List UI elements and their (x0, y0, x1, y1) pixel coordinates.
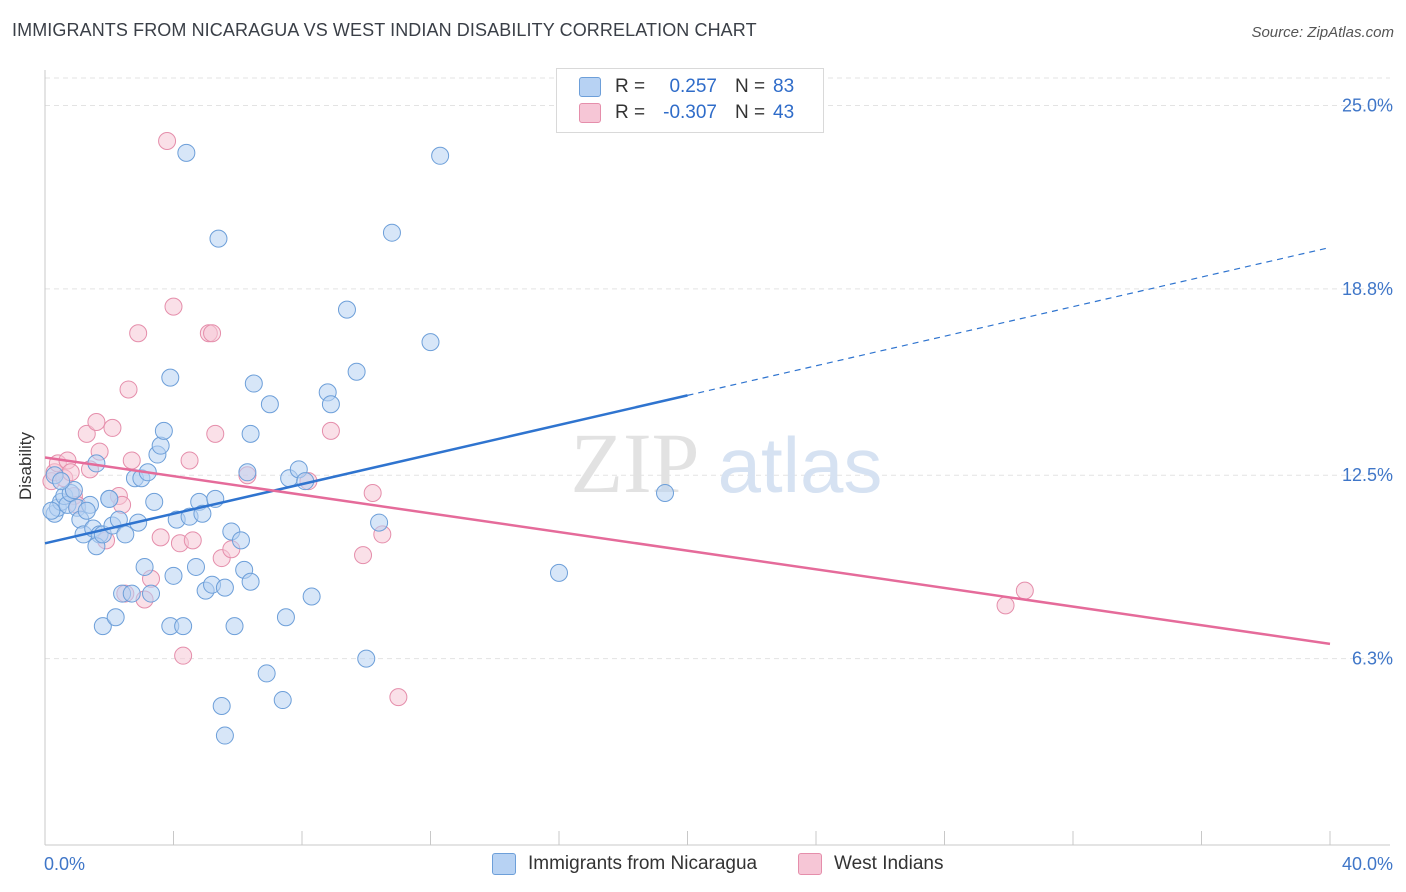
nicaragua-point (357, 649, 376, 668)
nicaragua-point (337, 300, 356, 319)
nicaragua-point (257, 664, 276, 683)
x-tick-label: 40.0% (1342, 854, 1393, 874)
bottom-legend-swatch-blue (492, 853, 516, 875)
nicaragua-point (161, 368, 180, 387)
nicaragua-point (215, 578, 234, 597)
west-indians-point (183, 531, 202, 550)
west-indians-point (354, 546, 373, 565)
nicaragua-point (135, 557, 154, 576)
legend-n-value: 83 (773, 76, 795, 97)
west-indians-point (122, 451, 141, 470)
nicaragua-point (260, 395, 279, 414)
nicaragua-point (93, 617, 112, 636)
nicaragua-point (273, 691, 292, 710)
nicaragua-point (193, 504, 212, 523)
nicaragua-point (431, 146, 450, 165)
nicaragua-point (225, 617, 244, 636)
nicaragua-point (116, 525, 135, 544)
nicaragua-point (106, 608, 125, 627)
west-indians-point (164, 297, 183, 316)
nicaragua-point (241, 572, 260, 591)
nicaragua-point (177, 143, 196, 162)
x-tick-label: 0.0% (44, 854, 85, 874)
nicaragua-point (302, 587, 321, 606)
west-indians-trend-line (44, 456, 1331, 646)
nicaragua-point (656, 483, 675, 502)
nicaragua-point (145, 492, 164, 511)
bottom-legend-nicaragua: Immigrants from Nicaragua (492, 852, 757, 876)
nicaragua-point (100, 489, 119, 508)
nicaragua-point (382, 223, 401, 242)
nicaragua-point (154, 421, 173, 440)
nicaragua-point (421, 333, 440, 352)
west-indians-point (87, 413, 106, 432)
nicaragua-point (174, 617, 193, 636)
nicaragua-point (244, 374, 263, 393)
legend-row-west-indians: R = -0.307 N = 43 (579, 101, 794, 125)
bottom-legend-label-nicaragua: Immigrants from Nicaragua (528, 853, 758, 874)
nicaragua-point (42, 501, 61, 520)
nicaragua-point (370, 513, 389, 532)
west-indians-point (151, 528, 170, 547)
west-indians-point (206, 424, 225, 443)
nicaragua-trend-extension (687, 246, 1331, 396)
west-indians-point (103, 418, 122, 437)
west-indians-point (119, 380, 138, 399)
west-indians-point (321, 421, 340, 440)
chart-title: IMMIGRANTS FROM NICARAGUA VS WEST INDIAN… (12, 20, 757, 40)
legend-r-label: R = (615, 102, 646, 123)
nicaragua-point (238, 463, 257, 482)
nicaragua-point (212, 696, 231, 715)
legend-n-value: 43 (773, 102, 795, 123)
nicaragua-point (321, 395, 340, 414)
y-tick-label: 6.3% (1352, 649, 1393, 669)
nicaragua-point (164, 566, 183, 585)
nicaragua-point (77, 501, 96, 520)
legend-r-value: -0.307 (663, 102, 717, 123)
watermark-zip: ZIP (571, 415, 700, 511)
west-indians-point (129, 324, 148, 343)
west-indians-point (180, 451, 199, 470)
legend-r-label: R = (615, 76, 646, 97)
nicaragua-point (142, 584, 161, 603)
west-indians-point (77, 424, 96, 443)
correlation-legend: R = 0.257 N = 83 R = -0.307 N = 43 (556, 68, 824, 133)
west-indians-point (389, 688, 408, 707)
legend-swatch-pink (579, 103, 601, 123)
bottom-legend-swatch-pink (798, 853, 822, 875)
west-indians-point (1015, 581, 1034, 600)
nicaragua-point (186, 557, 205, 576)
legend-n-label: N = (735, 76, 766, 97)
bottom-legend-label-west-indians: West Indians (834, 853, 944, 874)
nicaragua-point (550, 563, 568, 582)
y-tick-label: 25.0% (1342, 95, 1393, 115)
nicaragua-point (347, 362, 366, 381)
nicaragua-point (122, 584, 141, 603)
west-indians-point (996, 596, 1015, 615)
bottom-legend-west-indians: West Indians (798, 852, 943, 876)
source-label: Source: ZipAtlas.com (1251, 24, 1394, 41)
nicaragua-point (215, 726, 234, 745)
west-indians-point (174, 646, 193, 665)
legend-swatch-blue (579, 77, 601, 97)
west-indians-point (158, 131, 177, 150)
nicaragua-point (241, 424, 260, 443)
legend-n-label: N = (735, 102, 766, 123)
legend-r-value: 0.257 (669, 76, 717, 97)
nicaragua-point (52, 472, 71, 491)
nicaragua-point (231, 531, 250, 550)
nicaragua-point (64, 481, 83, 500)
legend-row-nicaragua: R = 0.257 N = 83 (579, 75, 794, 99)
nicaragua-point (151, 436, 170, 455)
west-indians-point (363, 483, 382, 502)
west-indians-point (203, 324, 222, 343)
y-tick-label: 18.8% (1342, 279, 1393, 299)
nicaragua-point (276, 608, 295, 627)
y-tick-label: 12.5% (1342, 465, 1393, 485)
watermark-atlas: atlas (718, 421, 883, 509)
nicaragua-point (209, 229, 228, 248)
nicaragua-trend-line (44, 394, 688, 545)
